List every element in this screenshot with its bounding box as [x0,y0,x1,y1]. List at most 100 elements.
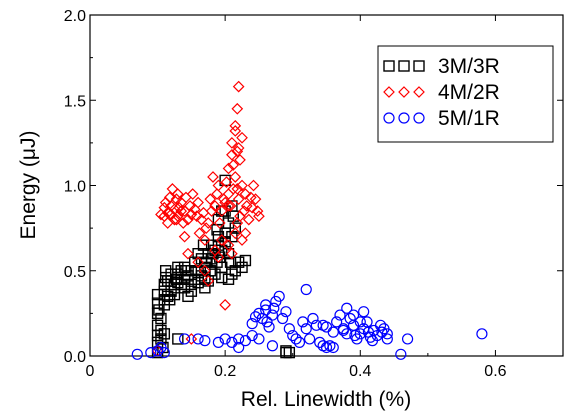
y-tick-label: 2.0 [64,8,86,25]
data-point [202,217,215,229]
data-point [155,312,167,325]
data-point [155,324,167,337]
data-point [304,333,316,345]
x-axis: 0 0.2 0.4 0.6 [86,15,507,380]
data-point [222,239,235,252]
data-point [229,227,242,240]
data-point [205,239,218,251]
data-point [233,333,245,345]
x-tick-label: 0.6 [484,363,506,380]
data-point [233,341,245,354]
data-point [151,345,164,357]
data-point [261,316,273,328]
data-point [172,261,184,274]
data-point [331,316,343,328]
legend-marker [383,60,395,72]
data-point [153,304,165,316]
data-point [185,333,198,345]
data-point [219,333,231,345]
data-point [232,142,245,154]
data-point [220,176,233,188]
data-point [229,125,242,137]
x-axis-title: Rel. Linewidth (%) [241,388,411,411]
data-point [283,323,295,335]
data-points [131,80,488,360]
data-point [186,188,199,200]
data-point [249,311,262,323]
data-point [226,148,238,161]
data-point [239,254,252,267]
data-point [193,227,206,240]
data-point [199,234,211,246]
data-point [131,348,143,360]
data-point [151,297,164,309]
data-point [192,196,204,209]
data-point [246,201,259,214]
data-point [170,213,183,226]
data-point [178,230,191,243]
data-point [280,345,292,357]
data-point [246,318,258,330]
data-point [171,210,184,223]
legend-marker [383,86,395,98]
data-point [341,328,353,340]
data-point [226,137,238,149]
data-point [172,333,184,345]
data-point [212,251,225,263]
data-point [231,145,244,158]
data-point [175,205,188,217]
data-point [334,309,346,321]
y-tick-label: 1.5 [64,93,86,110]
data-point [209,200,221,212]
data-point [232,193,245,205]
data-point [266,309,279,321]
data-point [207,171,219,183]
data-point [395,348,407,360]
data-point [199,264,211,277]
data-point [236,131,248,144]
data-point [307,312,319,325]
data-point [242,213,255,226]
data-point [212,179,225,192]
data-point [381,333,393,345]
data-point [229,265,241,277]
legend-label: 3M/3R [438,55,500,78]
data-point [300,323,312,335]
data-point [253,333,265,345]
data-point [224,200,237,212]
data-point [263,321,275,333]
data-point [293,336,306,348]
legend-marker [398,112,410,124]
data-point [164,294,176,306]
data-point [231,102,244,115]
data-point [251,205,264,217]
data-point [347,309,360,321]
data-point [374,319,387,331]
data-point [276,312,289,325]
data-point [182,213,194,226]
data-point [229,171,242,183]
data-point [266,340,279,352]
data-point [222,200,235,212]
data-point [216,271,228,284]
data-point [320,321,333,333]
data-point [195,213,208,226]
data-point [182,290,194,303]
y-axis: 0.0 0.5 1.0 1.5 2.0 [64,8,563,366]
data-point [202,275,215,287]
data-point [341,302,353,314]
data-point [213,217,226,229]
data-point [180,265,192,277]
y-tick-label: 1.0 [64,179,86,196]
legend-marker [383,112,395,124]
data-point [215,234,228,246]
data-point [247,179,260,192]
data-point [192,333,204,345]
data-point [226,247,238,260]
data-point [249,193,262,205]
legend-marker [398,86,410,98]
data-point [192,256,204,269]
data-point [268,302,280,314]
data-point [290,333,302,345]
